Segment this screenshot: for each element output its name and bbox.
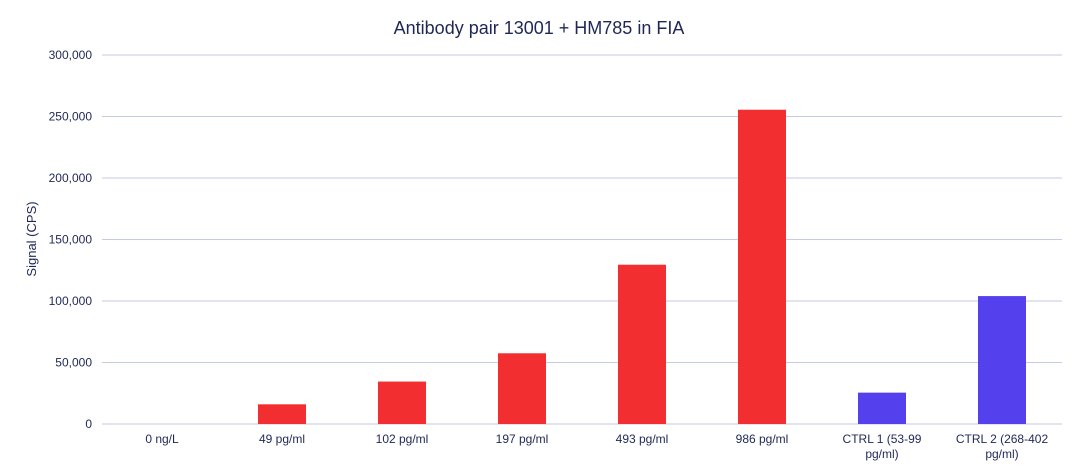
y-tick-label: 100,000 (49, 294, 93, 308)
bar (258, 404, 306, 424)
y-tick-label: 150,000 (49, 233, 93, 247)
bars (258, 109, 1026, 425)
x-tick-label: 197 pg/ml (496, 432, 549, 446)
bar (618, 264, 666, 424)
x-axis-ticks: 0 ng/L 49 pg/ml 102 pg/ml 197 pg/ml 493 pg/m… (145, 432, 1048, 461)
x-tick-label: CTRL 2 (268-402 pg/ml) (956, 432, 1049, 461)
bar (498, 353, 546, 424)
x-tick-label: 986 pg/ml (736, 432, 789, 446)
x-tick-label: 49 pg/ml (259, 432, 305, 446)
y-axis-label: Signal (CPS) (24, 201, 39, 276)
x-tick-label: 0 ng/L (145, 432, 179, 446)
y-tick-label: 300,000 (49, 48, 93, 62)
x-tick-label: CTRL 1 (53-99 pg/ml) (843, 432, 922, 461)
bar (738, 109, 786, 425)
x-tick-label: 493 pg/ml (616, 432, 669, 446)
bar (978, 296, 1026, 424)
y-tick-label: 0 (85, 417, 92, 431)
gridlines (102, 54, 1062, 425)
y-axis-ticks: 0 50,000 100,000 150,000 200,000 250,000 300,0… (49, 48, 93, 431)
bar (378, 381, 426, 424)
y-tick-label: 50,000 (55, 356, 92, 370)
y-tick-label: 250,000 (49, 110, 93, 124)
x-tick-label: 102 pg/ml (376, 432, 429, 446)
bar (858, 392, 906, 424)
chart-title: Antibody pair 13001 + HM785 in FIA (394, 18, 685, 38)
y-tick-label: 200,000 (49, 171, 93, 185)
